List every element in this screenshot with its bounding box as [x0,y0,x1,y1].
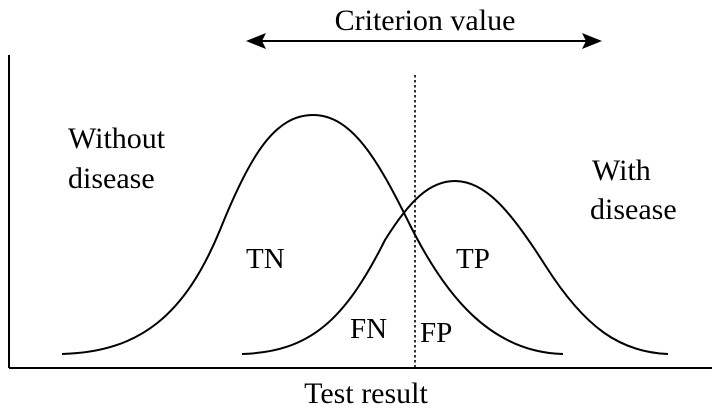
without-disease-label-line1: Without [68,122,166,155]
tn-label: TN [246,243,285,275]
criterion-arrow [246,33,602,49]
with-disease-label-line1: With [592,154,651,187]
fn-label: FN [350,313,387,345]
tp-label: TP [456,243,490,275]
with-disease-curve [241,179,669,355]
fp-label: FP [420,317,452,349]
without-disease-label-line2: disease [68,162,155,195]
criterion-value-label: Criterion value [335,4,516,37]
with-disease-label-line2: disease [590,193,677,226]
without-disease-curve [61,113,564,355]
x-axis-label: Test result [304,377,428,410]
